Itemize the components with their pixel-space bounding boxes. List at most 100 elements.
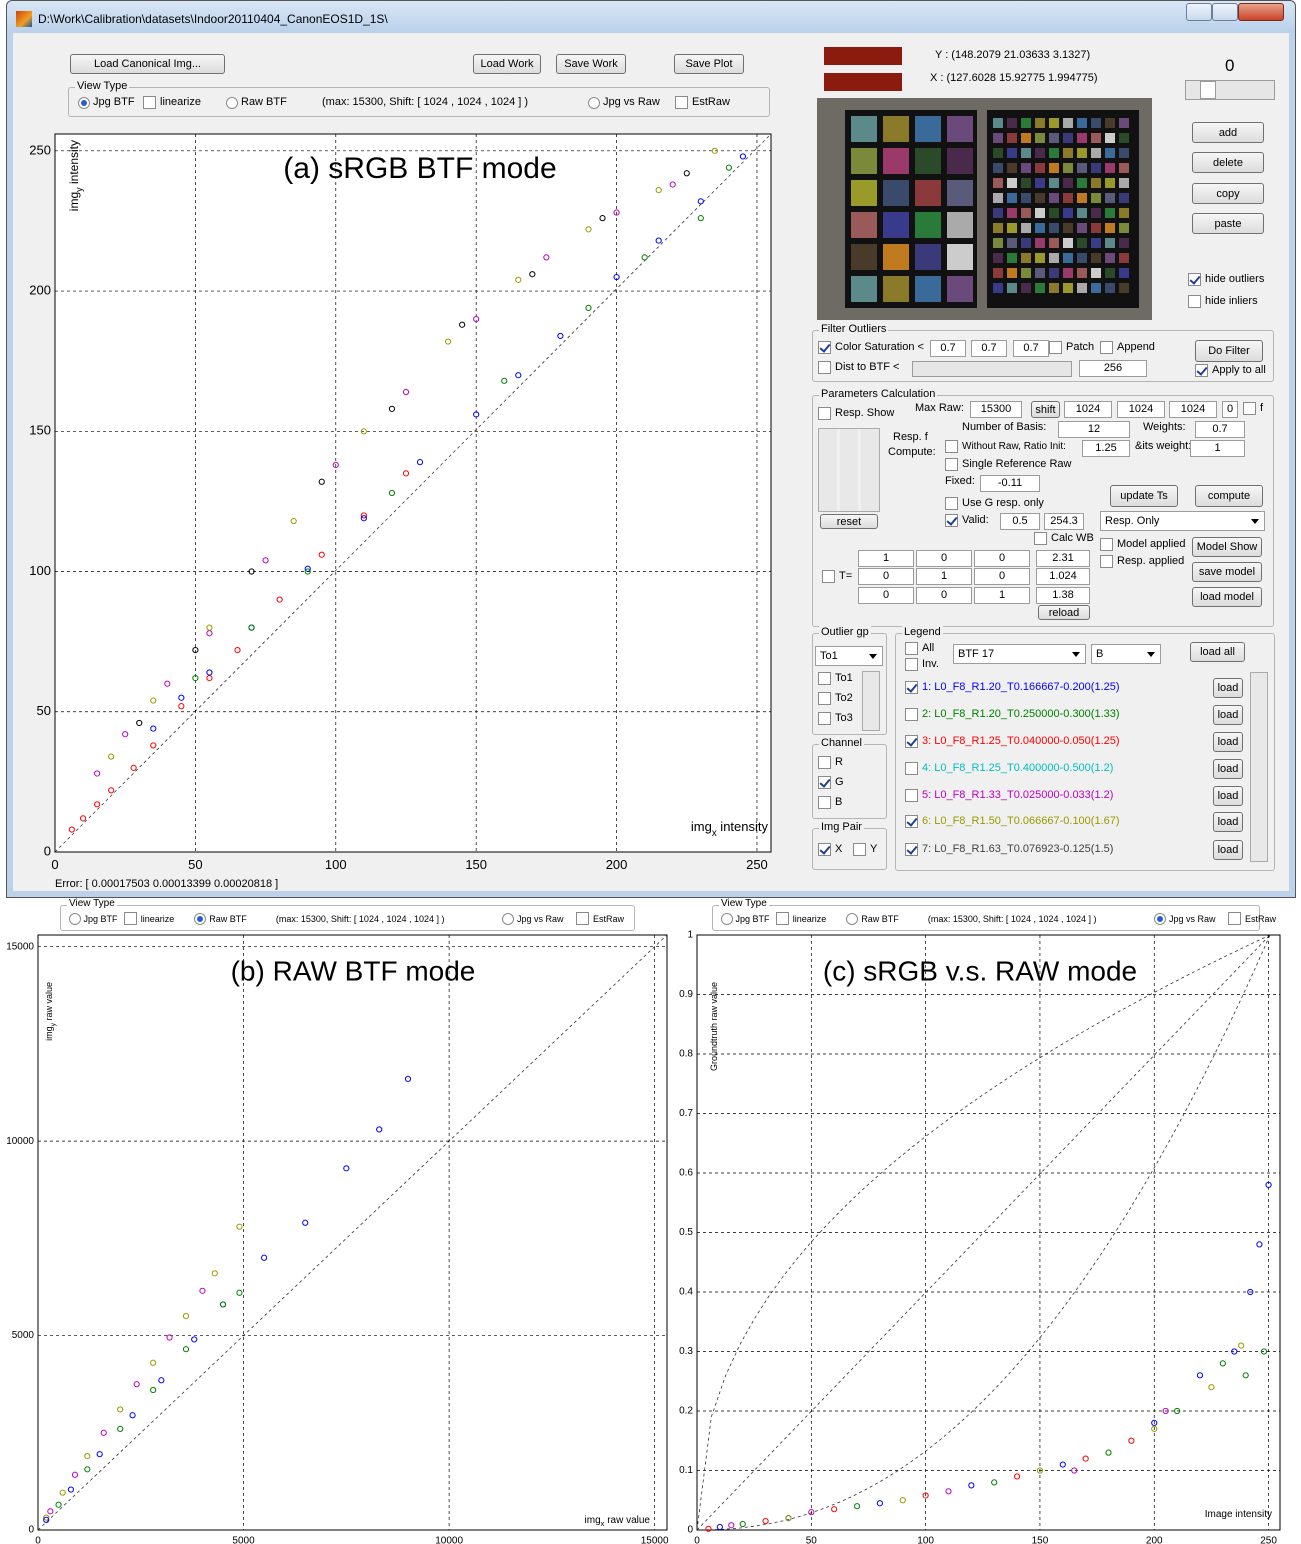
radio-button[interactable] (78, 97, 90, 109)
text-field[interactable]: 0.7 (971, 340, 1007, 357)
button[interactable]: load (1213, 705, 1243, 725)
checkbox[interactable] (905, 681, 918, 694)
checkbox[interactable] (818, 672, 831, 685)
text-field[interactable]: 0.7 (1195, 421, 1245, 438)
text-field[interactable]: 2.31 (1036, 550, 1090, 567)
text-field[interactable]: 1.25 (1082, 440, 1130, 457)
button[interactable]: compute (1195, 485, 1263, 507)
button[interactable]: paste (1192, 213, 1264, 234)
button[interactable]: Save Plot (674, 54, 744, 74)
slider[interactable] (1185, 80, 1275, 100)
checkbox[interactable] (818, 361, 831, 374)
dropdown[interactable]: B (1091, 644, 1161, 664)
button[interactable]: save model (1192, 562, 1262, 582)
checkbox[interactable] (818, 341, 831, 354)
radio-button[interactable] (588, 97, 600, 109)
checkbox[interactable] (1227, 911, 1241, 925)
checkbox[interactable] (822, 570, 835, 583)
checkbox[interactable] (905, 658, 918, 671)
checkbox[interactable] (123, 911, 137, 925)
button[interactable]: load (1213, 786, 1243, 806)
text-field[interactable]: 0 (916, 550, 972, 567)
text-field[interactable]: 1024 (1064, 401, 1112, 418)
button[interactable]: add (1192, 122, 1264, 143)
checkbox[interactable] (905, 708, 918, 721)
checkbox[interactable] (905, 789, 918, 802)
close-button[interactable] (1238, 3, 1284, 21)
minimize-button[interactable] (1186, 3, 1212, 21)
checkbox[interactable] (905, 642, 918, 655)
text-field[interactable]: 0 (858, 587, 914, 604)
text-field[interactable]: 0.7 (930, 340, 966, 357)
button[interactable]: load all (1190, 642, 1245, 662)
checkbox[interactable] (945, 458, 958, 471)
text-field[interactable]: 1024 (1169, 401, 1217, 418)
scrollbar[interactable] (1250, 672, 1268, 862)
checkbox[interactable] (1100, 341, 1113, 354)
dist-slider[interactable] (912, 361, 1072, 377)
checkbox[interactable] (675, 96, 688, 109)
checkbox[interactable] (905, 815, 918, 828)
button[interactable]: load (1213, 812, 1243, 832)
slider-thumb[interactable] (1200, 81, 1216, 99)
spinner[interactable] (818, 428, 880, 512)
text-field[interactable]: 0 (974, 568, 1030, 585)
button[interactable]: Load Canonical Img... (70, 54, 225, 74)
text-field[interactable]: 0 (1222, 401, 1238, 418)
checkbox[interactable] (905, 843, 918, 856)
text-field[interactable]: 12 (1058, 421, 1130, 438)
checkbox[interactable] (143, 96, 156, 109)
button[interactable]: load (1213, 678, 1243, 698)
checkbox[interactable] (1100, 538, 1113, 551)
button[interactable]: Do Filter (1195, 340, 1263, 362)
checkbox[interactable] (818, 756, 831, 769)
radio-button[interactable] (1154, 912, 1166, 925)
checkbox[interactable] (818, 712, 831, 725)
checkbox[interactable] (1243, 402, 1256, 415)
text-field[interactable]: 0.7 (1013, 340, 1049, 357)
text-field[interactable]: 15300 (970, 401, 1022, 418)
button[interactable]: Save Work (556, 54, 626, 74)
text-field[interactable]: -0.11 (980, 475, 1040, 492)
checkbox[interactable] (945, 497, 958, 510)
button[interactable]: Model Show (1192, 537, 1262, 557)
scrollbar[interactable] (862, 671, 880, 731)
checkbox[interactable] (945, 514, 958, 527)
checkbox[interactable] (945, 440, 958, 453)
button[interactable]: reset (820, 514, 878, 529)
text-field[interactable]: 0 (974, 550, 1030, 567)
text-field[interactable]: 1 (916, 568, 972, 585)
text-field[interactable]: 1.38 (1036, 587, 1090, 604)
checkbox[interactable] (853, 843, 866, 856)
checkbox[interactable] (818, 407, 831, 420)
button[interactable]: load (1213, 732, 1243, 752)
button[interactable]: copy (1192, 183, 1264, 204)
text-field[interactable]: 1 (1190, 440, 1245, 457)
text-field[interactable]: 1 (974, 587, 1030, 604)
checkbox[interactable] (905, 762, 918, 775)
radio-button[interactable] (226, 97, 238, 109)
button[interactable]: load model (1192, 587, 1262, 607)
checkbox[interactable] (1049, 341, 1062, 354)
text-field[interactable]: 254.3 (1044, 513, 1084, 530)
button[interactable]: shift (1031, 401, 1060, 418)
radio-button[interactable] (846, 912, 859, 925)
text-field[interactable]: 1 (858, 550, 914, 567)
checkbox[interactable] (1188, 295, 1201, 308)
button[interactable]: load (1213, 840, 1243, 860)
radio-button[interactable] (502, 912, 514, 925)
button[interactable]: delete (1192, 152, 1264, 173)
text-field[interactable]: 0 (858, 568, 914, 585)
button[interactable]: Load Work (473, 54, 541, 74)
text-field[interactable]: 256 (1079, 360, 1147, 377)
checkbox[interactable] (818, 796, 831, 809)
checkbox[interactable] (818, 692, 831, 705)
checkbox[interactable] (1188, 273, 1201, 286)
checkbox[interactable] (1100, 555, 1113, 568)
button[interactable]: update Ts (1110, 485, 1178, 507)
text-field[interactable]: 1.024 (1036, 568, 1090, 585)
checkbox[interactable] (818, 776, 831, 789)
dropdown[interactable]: BTF 17 (953, 644, 1086, 664)
checkbox[interactable] (1195, 364, 1208, 377)
checkbox[interactable] (575, 911, 589, 925)
